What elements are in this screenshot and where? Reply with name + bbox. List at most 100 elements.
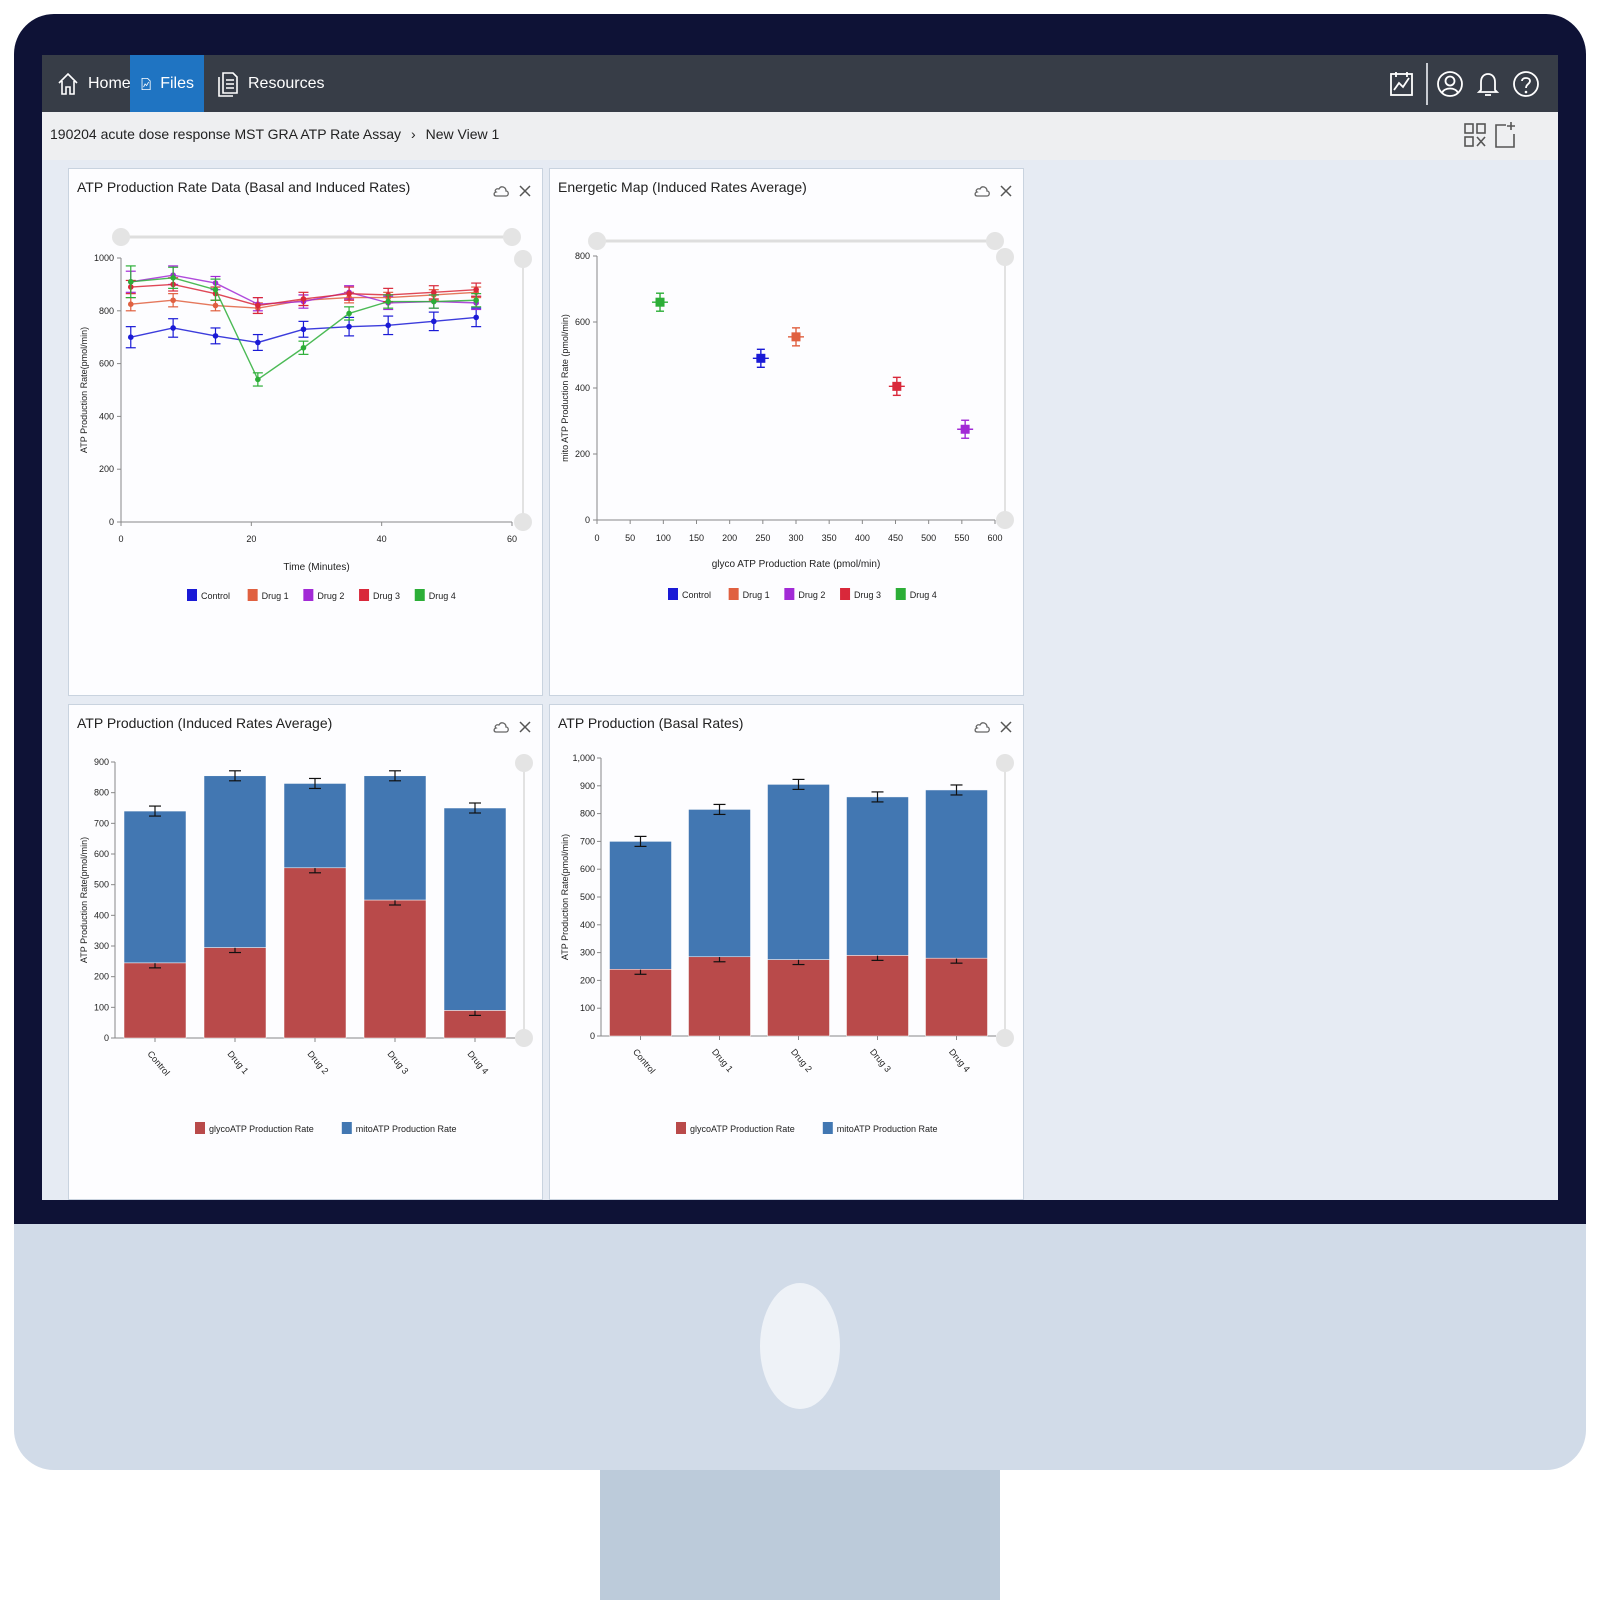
legend-label: Drug 4: [910, 590, 937, 600]
x-tick-label: 350: [822, 533, 837, 543]
document-icon: [218, 71, 238, 97]
data-point: [791, 332, 801, 342]
zoom-slider-handle: [515, 1029, 533, 1047]
cloud-upload-icon[interactable]: [491, 183, 511, 199]
legend-swatch: [784, 588, 795, 600]
cloud-upload-icon[interactable]: [491, 719, 511, 735]
bar-segment: [283, 783, 347, 869]
nav-tab-files[interactable]: Files: [130, 55, 204, 112]
stacked-bar-chart: 0 100 200 300 400 500 600 700 800 900 ATP Producti…: [79, 754, 533, 1134]
data-point: [300, 344, 307, 351]
nav-tab-label: Files: [160, 74, 194, 92]
zoom-slider-handle: [588, 232, 606, 250]
nav-tab-resources[interactable]: Resources: [206, 55, 334, 112]
legend-swatch: [895, 588, 906, 600]
bar-segment: [203, 775, 267, 948]
y-axis-label: ATP Production Rate(pmol/min): [560, 834, 570, 960]
panel-title: Energetic Map (Induced Rates Average): [558, 179, 807, 195]
data-point: [300, 326, 307, 333]
data-point: [346, 290, 352, 297]
bar-segment: [443, 807, 507, 1011]
zoom-slider-handle: [996, 754, 1014, 772]
bar-segment: [363, 899, 427, 1039]
y-tick-label: 400: [99, 411, 114, 421]
top-nav-bar: Home Files Resources: [42, 55, 1558, 112]
legend-label: Control: [201, 591, 230, 601]
y-tick-label: 700: [94, 818, 109, 828]
breadcrumb-project[interactable]: 190204 acute dose response MST GRA ATP R…: [50, 126, 401, 142]
close-icon[interactable]: [517, 719, 533, 735]
add-view-icon[interactable]: [1492, 120, 1518, 150]
bar-segment: [123, 810, 187, 964]
y-tick-label: 400: [575, 383, 590, 393]
data-point: [655, 297, 665, 307]
y-tick-label: 800: [94, 788, 109, 798]
y-tick-label: 500: [580, 892, 595, 902]
data-point: [127, 334, 134, 340]
cloud-upload-icon[interactable]: [972, 719, 992, 735]
nav-tab-label: Resources: [248, 74, 325, 92]
y-tick-label: 800: [575, 251, 590, 261]
data-point: [212, 302, 219, 309]
data-point: [431, 289, 437, 296]
close-icon[interactable]: [998, 719, 1014, 735]
zoom-slider-handle: [112, 228, 130, 246]
x-tick-label: 100: [656, 533, 671, 543]
legend-swatch: [247, 589, 258, 601]
legend-swatch: [840, 588, 851, 600]
bell-icon[interactable]: [1474, 69, 1502, 99]
y-tick-label: 500: [94, 880, 109, 890]
close-icon[interactable]: [517, 183, 533, 199]
help-icon[interactable]: [1512, 69, 1540, 99]
x-tick-label: 0: [594, 533, 599, 543]
y-tick-label: 200: [580, 975, 595, 985]
panel-atp-basal: ATP Production (Basal Rates) 0 100 200 300 4…: [549, 704, 1024, 1200]
y-axis-label: ATP Production Rate(pmol/min): [79, 837, 89, 963]
bar-segment: [688, 956, 751, 1037]
x-tick-label: 20: [246, 534, 256, 544]
legend-swatch: [414, 589, 425, 601]
x-tick-label: 450: [888, 533, 903, 543]
data-point: [431, 318, 437, 325]
x-tick-label: 0: [118, 534, 123, 544]
x-tick-label: 500: [921, 533, 936, 543]
breadcrumb: 190204 acute dose response MST GRA ATP R…: [50, 126, 499, 142]
cloud-upload-icon[interactable]: [972, 183, 992, 199]
data-point: [473, 314, 479, 321]
y-axis-label: mito ATP Production Rate (pmol/min): [560, 314, 570, 462]
bar-segment: [925, 957, 988, 1037]
data-point: [300, 296, 307, 302]
analysis-icon[interactable]: [1388, 69, 1416, 99]
layout-grid-icon[interactable]: [1462, 120, 1488, 150]
x-tick-label: Drug 2: [305, 1049, 330, 1076]
y-axis-label: ATP Production Rate(pmol/min): [79, 327, 89, 453]
y-tick-label: 0: [590, 1031, 595, 1041]
x-tick-label: 300: [788, 533, 803, 543]
x-tick-label: 600: [987, 533, 1002, 543]
legend-label: glycoATP Production Rate: [690, 1124, 795, 1134]
y-tick-label: 800: [580, 809, 595, 819]
y-tick-label: 0: [585, 515, 590, 525]
legend-label: Drug 3: [373, 591, 400, 601]
legend-swatch: [676, 1122, 686, 1134]
close-icon[interactable]: [998, 183, 1014, 199]
legend-label: Drug 1: [262, 591, 289, 601]
zoom-slider-handle: [514, 250, 532, 268]
y-tick-label: 600: [99, 359, 114, 369]
legend-swatch: [728, 588, 739, 600]
user-icon[interactable]: [1436, 69, 1464, 99]
nav-tab-home[interactable]: Home: [46, 55, 141, 112]
bar-segment: [123, 962, 187, 1039]
y-tick-label: 1,000: [572, 753, 595, 763]
bar-segment: [925, 789, 988, 959]
breadcrumb-view[interactable]: New View 1: [425, 126, 500, 142]
data-point: [385, 298, 391, 305]
x-tick-label: 550: [954, 533, 969, 543]
data-point: [170, 297, 176, 304]
legend-label: mitoATP Production Rate: [837, 1124, 938, 1134]
x-tick-label: 60: [507, 534, 517, 544]
chart-file-icon: [141, 77, 151, 90]
x-tick-label: Drug 3: [385, 1049, 410, 1076]
x-tick-label: Drug 2: [789, 1047, 814, 1074]
x-tick-label: Control: [145, 1049, 171, 1078]
